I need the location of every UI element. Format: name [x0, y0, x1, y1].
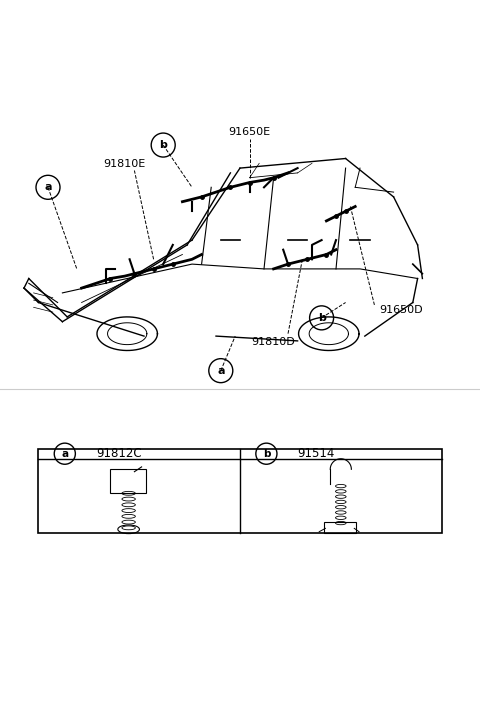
Text: 91810D: 91810D [252, 337, 296, 347]
Text: a: a [217, 366, 225, 376]
Text: b: b [263, 449, 270, 458]
Text: 91812C: 91812C [96, 447, 142, 460]
Text: 91650D: 91650D [379, 305, 423, 315]
Text: b: b [318, 313, 325, 323]
Text: 91810E: 91810E [104, 159, 146, 169]
Text: 91650E: 91650E [228, 127, 271, 137]
Text: 91514: 91514 [298, 447, 335, 460]
Text: a: a [44, 182, 52, 192]
Text: b: b [159, 140, 167, 150]
Text: a: a [61, 449, 68, 458]
